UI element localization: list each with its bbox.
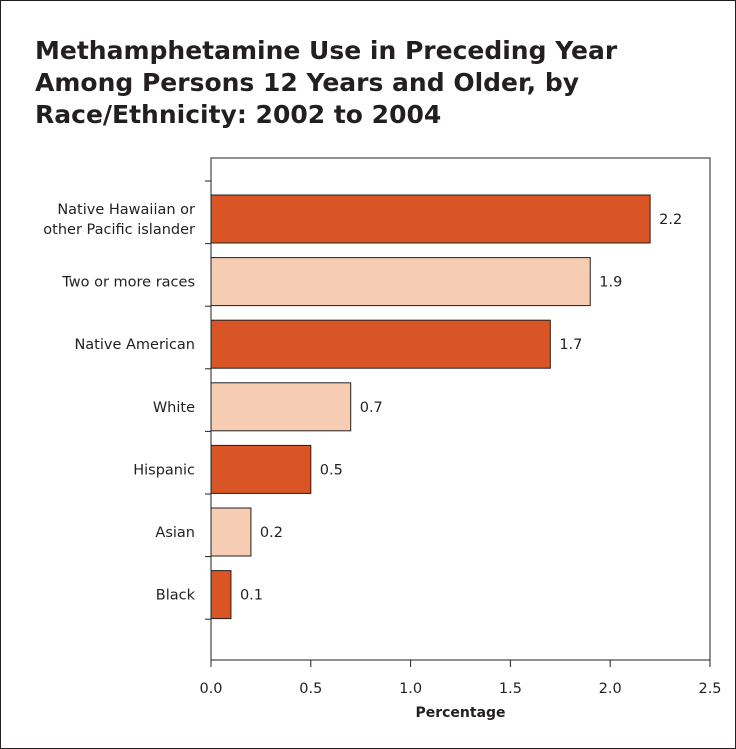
data-label: 2.2 [659, 212, 682, 228]
category-label: Native American [74, 337, 195, 353]
category-label: Hispanic [133, 462, 195, 478]
x-tick-label: 1.5 [499, 681, 522, 697]
category-label: Native Hawaiian or [57, 202, 195, 218]
category-label: Two or more races [61, 275, 195, 291]
category-label: Asian [155, 525, 195, 541]
x-tick-label: 2.5 [698, 681, 721, 697]
x-tick-label: 2.0 [599, 681, 622, 697]
data-label: 0.5 [320, 462, 343, 478]
bar [210, 570, 232, 620]
data-label: 0.1 [240, 588, 263, 604]
data-label: 0.7 [360, 400, 383, 416]
bar [210, 257, 591, 307]
x-tick-label: 1.0 [399, 681, 422, 697]
chart-title: Methamphetamine Use in Preceding Year Am… [35, 36, 618, 129]
category-label: other Pacific islander [43, 222, 195, 238]
bar [210, 444, 312, 494]
bar [210, 319, 551, 369]
bar [210, 507, 252, 557]
category-label: White [153, 400, 195, 416]
x-tick-label: 0.5 [299, 681, 322, 697]
bar [210, 382, 352, 432]
category-label: Black [156, 588, 196, 604]
x-tick-label: 0.0 [199, 681, 222, 697]
data-label: 1.9 [599, 275, 622, 291]
x-axis-title: Percentage [415, 705, 505, 721]
data-label: 0.2 [260, 525, 283, 541]
bar [210, 194, 651, 244]
data-label: 1.7 [559, 337, 582, 353]
